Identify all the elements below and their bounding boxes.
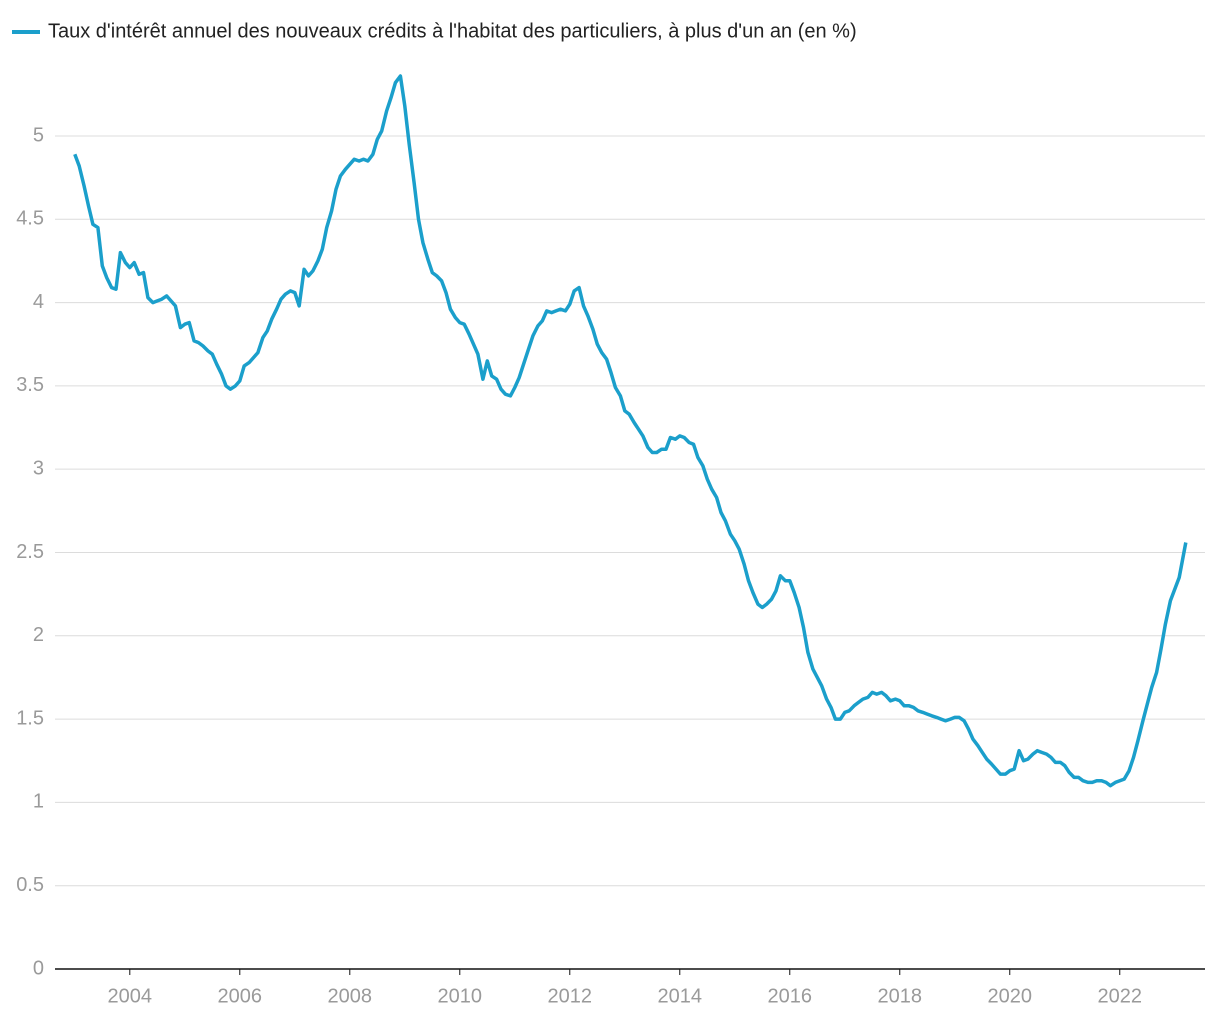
x-tick-label: 2018 bbox=[878, 985, 923, 1007]
x-tick-label: 2004 bbox=[108, 985, 153, 1007]
y-tick-label: 3 bbox=[33, 457, 44, 479]
y-tick-label: 1 bbox=[33, 791, 44, 813]
y-tick-label: 1.5 bbox=[16, 707, 44, 729]
x-tick-label: 2006 bbox=[218, 985, 263, 1007]
x-tick-label: 2020 bbox=[988, 985, 1033, 1007]
y-tick-label: 3.5 bbox=[16, 374, 44, 396]
y-tick-label: 2.5 bbox=[16, 541, 44, 563]
data-line bbox=[73, 74, 1188, 788]
x-tick-label: 2022 bbox=[1098, 985, 1143, 1007]
x-tick-label: 2010 bbox=[438, 985, 483, 1007]
y-tick-label: 2 bbox=[33, 624, 44, 646]
x-tick-label: 2008 bbox=[328, 985, 373, 1007]
y-tick-label: 5 bbox=[33, 124, 44, 146]
y-tick-label: 4 bbox=[33, 291, 44, 313]
legend-label: Taux d'intérêt annuel des nouveaux crédi… bbox=[48, 20, 857, 42]
x-tick-label: 2016 bbox=[768, 985, 813, 1007]
x-tick-label: 2014 bbox=[658, 985, 703, 1007]
x-tick-label: 2012 bbox=[548, 985, 593, 1007]
y-tick-label: 4.5 bbox=[16, 208, 44, 230]
y-tick-label: 0.5 bbox=[16, 874, 44, 896]
y-tick-label: 0 bbox=[33, 957, 44, 979]
